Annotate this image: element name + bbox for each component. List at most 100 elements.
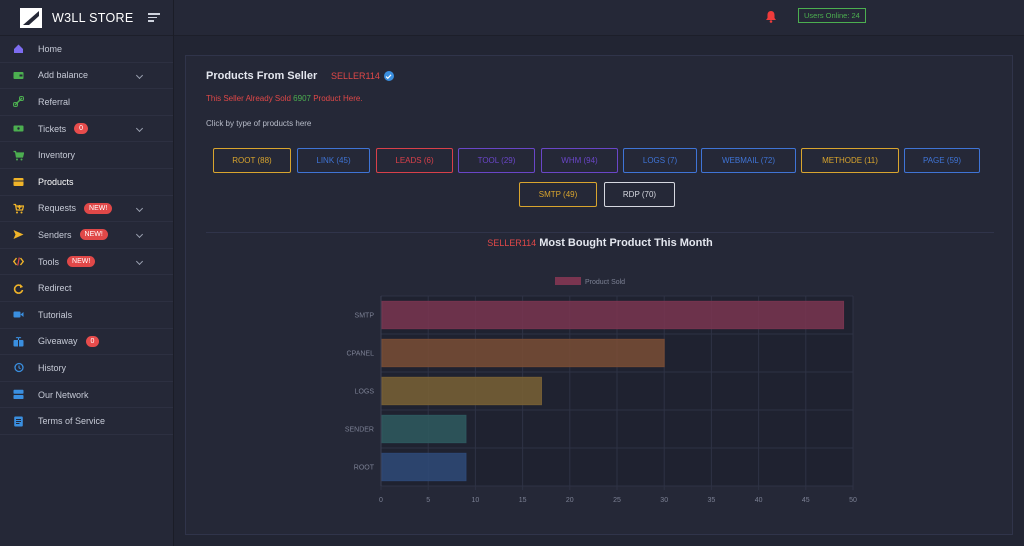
x-tick-label: 40 bbox=[755, 497, 763, 504]
sidebar-item-terms-of-service[interactable]: Terms of Service bbox=[0, 408, 173, 435]
chevron-down-icon[interactable] bbox=[135, 257, 144, 265]
logo-icon bbox=[20, 7, 42, 28]
product-type-button[interactable]: LEADS (6) bbox=[376, 148, 453, 173]
sidebar-item-home[interactable]: Home bbox=[0, 36, 173, 63]
brand: W3LL STORE bbox=[0, 0, 173, 36]
sold-summary: This Seller Already Sold 6907 Product He… bbox=[206, 94, 363, 103]
product-type-button[interactable]: WHM (94) bbox=[541, 148, 618, 173]
y-tick-label: CPANEL bbox=[347, 351, 375, 358]
chevron-down-icon[interactable] bbox=[135, 204, 144, 212]
y-tick-label: SMTP bbox=[355, 313, 375, 320]
seller-name[interactable]: SELLER114 bbox=[331, 71, 394, 81]
y-tick-label: ROOT bbox=[354, 465, 375, 472]
x-tick-label: 25 bbox=[613, 497, 621, 504]
home-icon bbox=[13, 43, 24, 54]
bar bbox=[381, 300, 845, 330]
x-tick-label: 10 bbox=[472, 497, 480, 504]
sidebar-item-tutorials[interactable]: Tutorials bbox=[0, 302, 173, 329]
sidebar-item-label: Giveaway bbox=[38, 336, 78, 347]
sidebar-item-our-network[interactable]: Our Network bbox=[0, 382, 173, 409]
x-tick-label: 0 bbox=[379, 497, 383, 504]
chart-title-text: Most Bought Product This Month bbox=[539, 237, 713, 249]
count-badge: 0 bbox=[85, 335, 100, 347]
x-tick-label: 15 bbox=[519, 497, 527, 504]
ticket-icon bbox=[13, 123, 24, 134]
bar-chart: 0 5 10 15 20 25 30 35 40 45 50 SMTP CPANEL LOGS SENDER… bbox=[345, 277, 857, 504]
sidebar: W3LL STORE Home Add balance Referral Ticket… bbox=[0, 0, 174, 546]
sidebar-item-senders[interactable]: Senders NEW! bbox=[0, 222, 173, 249]
sold-suffix: Product Here. bbox=[313, 94, 363, 103]
y-tick-label: LOGS bbox=[355, 389, 375, 396]
legend-label: Product Sold bbox=[585, 279, 625, 286]
sold-count: 6907 bbox=[293, 94, 311, 103]
sidebar-item-label: Senders bbox=[38, 229, 72, 240]
sidebar-item-label: Products bbox=[38, 176, 74, 187]
click-hint: Click by type of products here bbox=[206, 119, 312, 128]
chevron-down-icon[interactable] bbox=[135, 124, 144, 132]
box-icon bbox=[13, 176, 24, 187]
sidebar-item-giveaway[interactable]: Giveaway 0 bbox=[0, 329, 173, 356]
sidebar-item-history[interactable]: History bbox=[0, 355, 173, 382]
wallet-icon bbox=[13, 70, 24, 81]
sidebar-item-label: Home bbox=[38, 43, 63, 54]
chevron-down-icon[interactable] bbox=[135, 231, 144, 239]
bell-icon[interactable] bbox=[765, 10, 777, 23]
sidebar-item-tools[interactable]: Tools NEW! bbox=[0, 249, 173, 276]
x-tick-label: 35 bbox=[708, 497, 716, 504]
cart-plus-icon bbox=[13, 203, 24, 214]
sidebar-item-label: Tools bbox=[38, 256, 60, 267]
products-card: Products From Seller SELLER114 This Sell… bbox=[185, 55, 1013, 535]
sidebar-item-label: Add balance bbox=[38, 70, 89, 81]
sidebar-item-redirect[interactable]: Redirect bbox=[0, 275, 173, 302]
sidebar-item-label: Inventory bbox=[38, 150, 76, 161]
sidebar-item-referral[interactable]: Referral bbox=[0, 89, 173, 116]
seller-label: SELLER114 bbox=[331, 71, 380, 81]
x-tick-label: 20 bbox=[566, 497, 574, 504]
cart-icon bbox=[13, 150, 24, 161]
sidebar-item-inventory[interactable]: Inventory bbox=[0, 142, 173, 169]
product-type-button[interactable]: LINK (45) bbox=[297, 148, 370, 173]
divider bbox=[206, 232, 994, 233]
bar bbox=[381, 338, 665, 368]
sidebar-item-requests[interactable]: Requests NEW! bbox=[0, 196, 173, 223]
sidebar-item-label: Tickets bbox=[38, 123, 67, 134]
new-badge: NEW! bbox=[84, 202, 113, 214]
bar bbox=[381, 452, 467, 482]
video-icon bbox=[13, 309, 24, 320]
sidebar-item-products[interactable]: Products bbox=[0, 169, 173, 196]
sidebar-item-label: Referral bbox=[38, 96, 71, 107]
sold-prefix: This Seller Already Sold bbox=[206, 94, 291, 103]
sidebar-item-tickets[interactable]: Tickets 0 bbox=[0, 116, 173, 143]
sidebar-item-label: Tutorials bbox=[38, 309, 73, 320]
product-type-button[interactable]: ROOT (88) bbox=[213, 148, 291, 173]
legend-swatch bbox=[555, 277, 581, 285]
page-title: Products From Seller bbox=[206, 70, 318, 82]
history-icon bbox=[13, 362, 24, 373]
menu-toggle-icon[interactable] bbox=[147, 13, 160, 22]
sidebar-item-add-balance[interactable]: Add balance bbox=[0, 63, 173, 90]
chevron-down-icon[interactable] bbox=[135, 71, 144, 79]
product-type-button[interactable]: TOOL (29) bbox=[458, 148, 535, 173]
users-online-badge: Users Online: 24 bbox=[798, 8, 866, 23]
verified-icon bbox=[383, 71, 394, 81]
server-icon bbox=[13, 389, 24, 400]
chart-title: SELLER114 Most Bought Product This Month bbox=[186, 237, 1014, 249]
document-icon bbox=[13, 416, 24, 427]
product-type-button[interactable]: WEBMAIL (72) bbox=[701, 148, 796, 173]
count-badge: 0 bbox=[74, 123, 89, 135]
product-type-button[interactable]: SMTP (49) bbox=[519, 182, 597, 207]
product-type-button[interactable]: RDP (70) bbox=[604, 182, 675, 207]
bar bbox=[381, 414, 467, 444]
product-type-button[interactable]: LOGS (7) bbox=[623, 148, 697, 173]
sidebar-nav: Home Add balance Referral Tickets 0 Inventory… bbox=[0, 36, 173, 435]
sidebar-item-label: History bbox=[38, 362, 67, 373]
product-type-button[interactable]: PAGE (59) bbox=[904, 148, 980, 173]
chart-title-seller: SELLER114 bbox=[487, 238, 537, 248]
new-badge: NEW! bbox=[79, 229, 108, 241]
topbar: Users Online: 24 bbox=[174, 0, 1024, 36]
product-type-button[interactable]: METHODE (11) bbox=[801, 148, 899, 173]
x-tick-label: 45 bbox=[802, 497, 810, 504]
code-icon bbox=[13, 256, 24, 267]
sidebar-item-label: Our Network bbox=[38, 389, 89, 400]
x-tick-label: 50 bbox=[849, 497, 857, 504]
